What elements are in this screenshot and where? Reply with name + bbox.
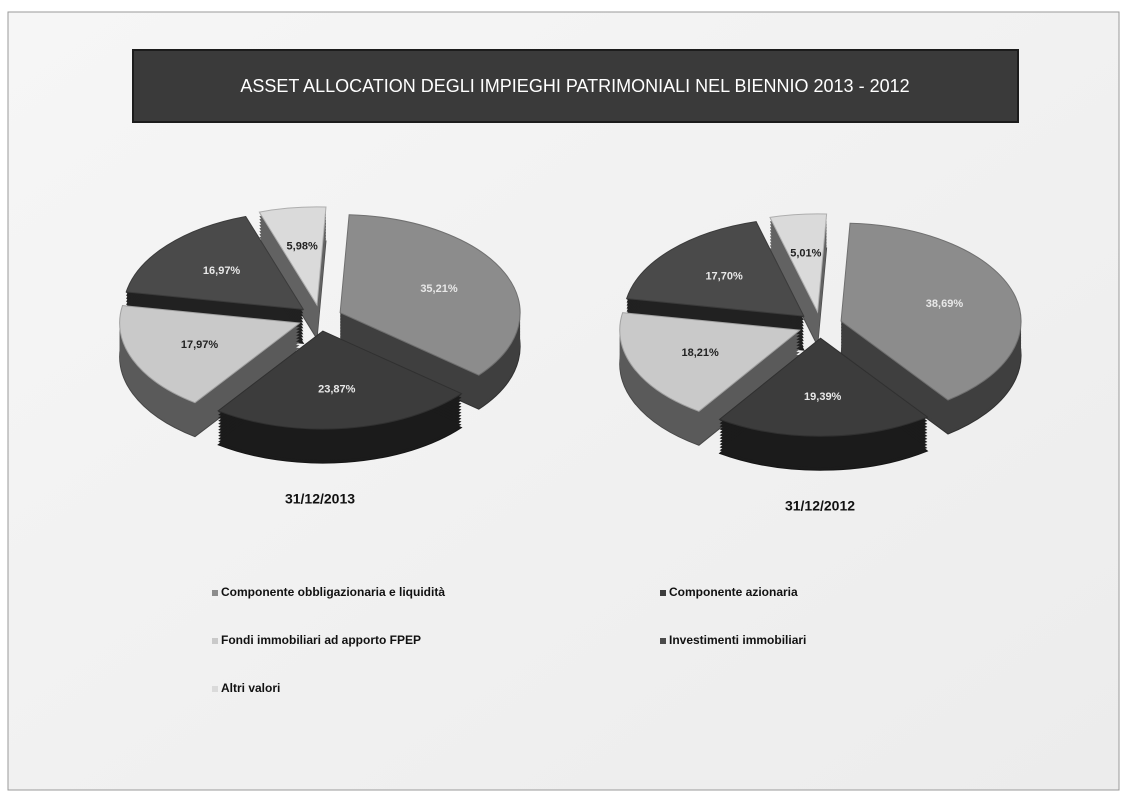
value-label: 19,39%	[804, 391, 842, 403]
pie-slice	[125, 215, 305, 310]
value-label: 17,97%	[181, 339, 219, 351]
pie-slice	[840, 222, 1022, 401]
value-label: 38,69%	[926, 298, 964, 310]
legend-label: Componente azionaria	[669, 585, 798, 599]
legend-swatch	[660, 590, 666, 596]
value-label: 17,70%	[705, 270, 743, 282]
pie-slice	[625, 221, 805, 317]
pie-slice	[217, 330, 463, 430]
legend-label: Altri valori	[221, 681, 280, 695]
pie-title: 31/12/2013	[285, 491, 355, 507]
legend-swatch	[212, 686, 218, 692]
pie-slice	[119, 305, 301, 404]
pie-slice	[769, 213, 828, 314]
legend-swatch	[212, 590, 218, 596]
legend-swatch	[212, 638, 218, 644]
legend-label: Fondi immobiliari ad apporto FPEP	[221, 633, 421, 647]
title-box	[132, 49, 1019, 123]
value-label: 5,01%	[790, 247, 821, 259]
legend-label: Componente obbligazionaria e liquidità	[221, 585, 445, 599]
value-label: 23,87%	[318, 383, 356, 395]
pie-slice	[258, 206, 327, 307]
legend-label: Investimenti immobiliari	[669, 633, 806, 647]
pie-slice	[339, 214, 521, 376]
chart-title: ASSET ALLOCATION DEGLI IMPIEGHI PATRIMON…	[240, 76, 909, 96]
legend-swatch	[660, 638, 666, 644]
value-label: 35,21%	[420, 283, 458, 295]
value-label: 18,21%	[682, 347, 720, 359]
value-label: 5,98%	[287, 241, 318, 253]
pie-title: 31/12/2012	[785, 498, 855, 514]
pie-slice	[718, 337, 929, 437]
pie-slice	[619, 312, 801, 412]
value-label: 16,97%	[203, 265, 241, 277]
